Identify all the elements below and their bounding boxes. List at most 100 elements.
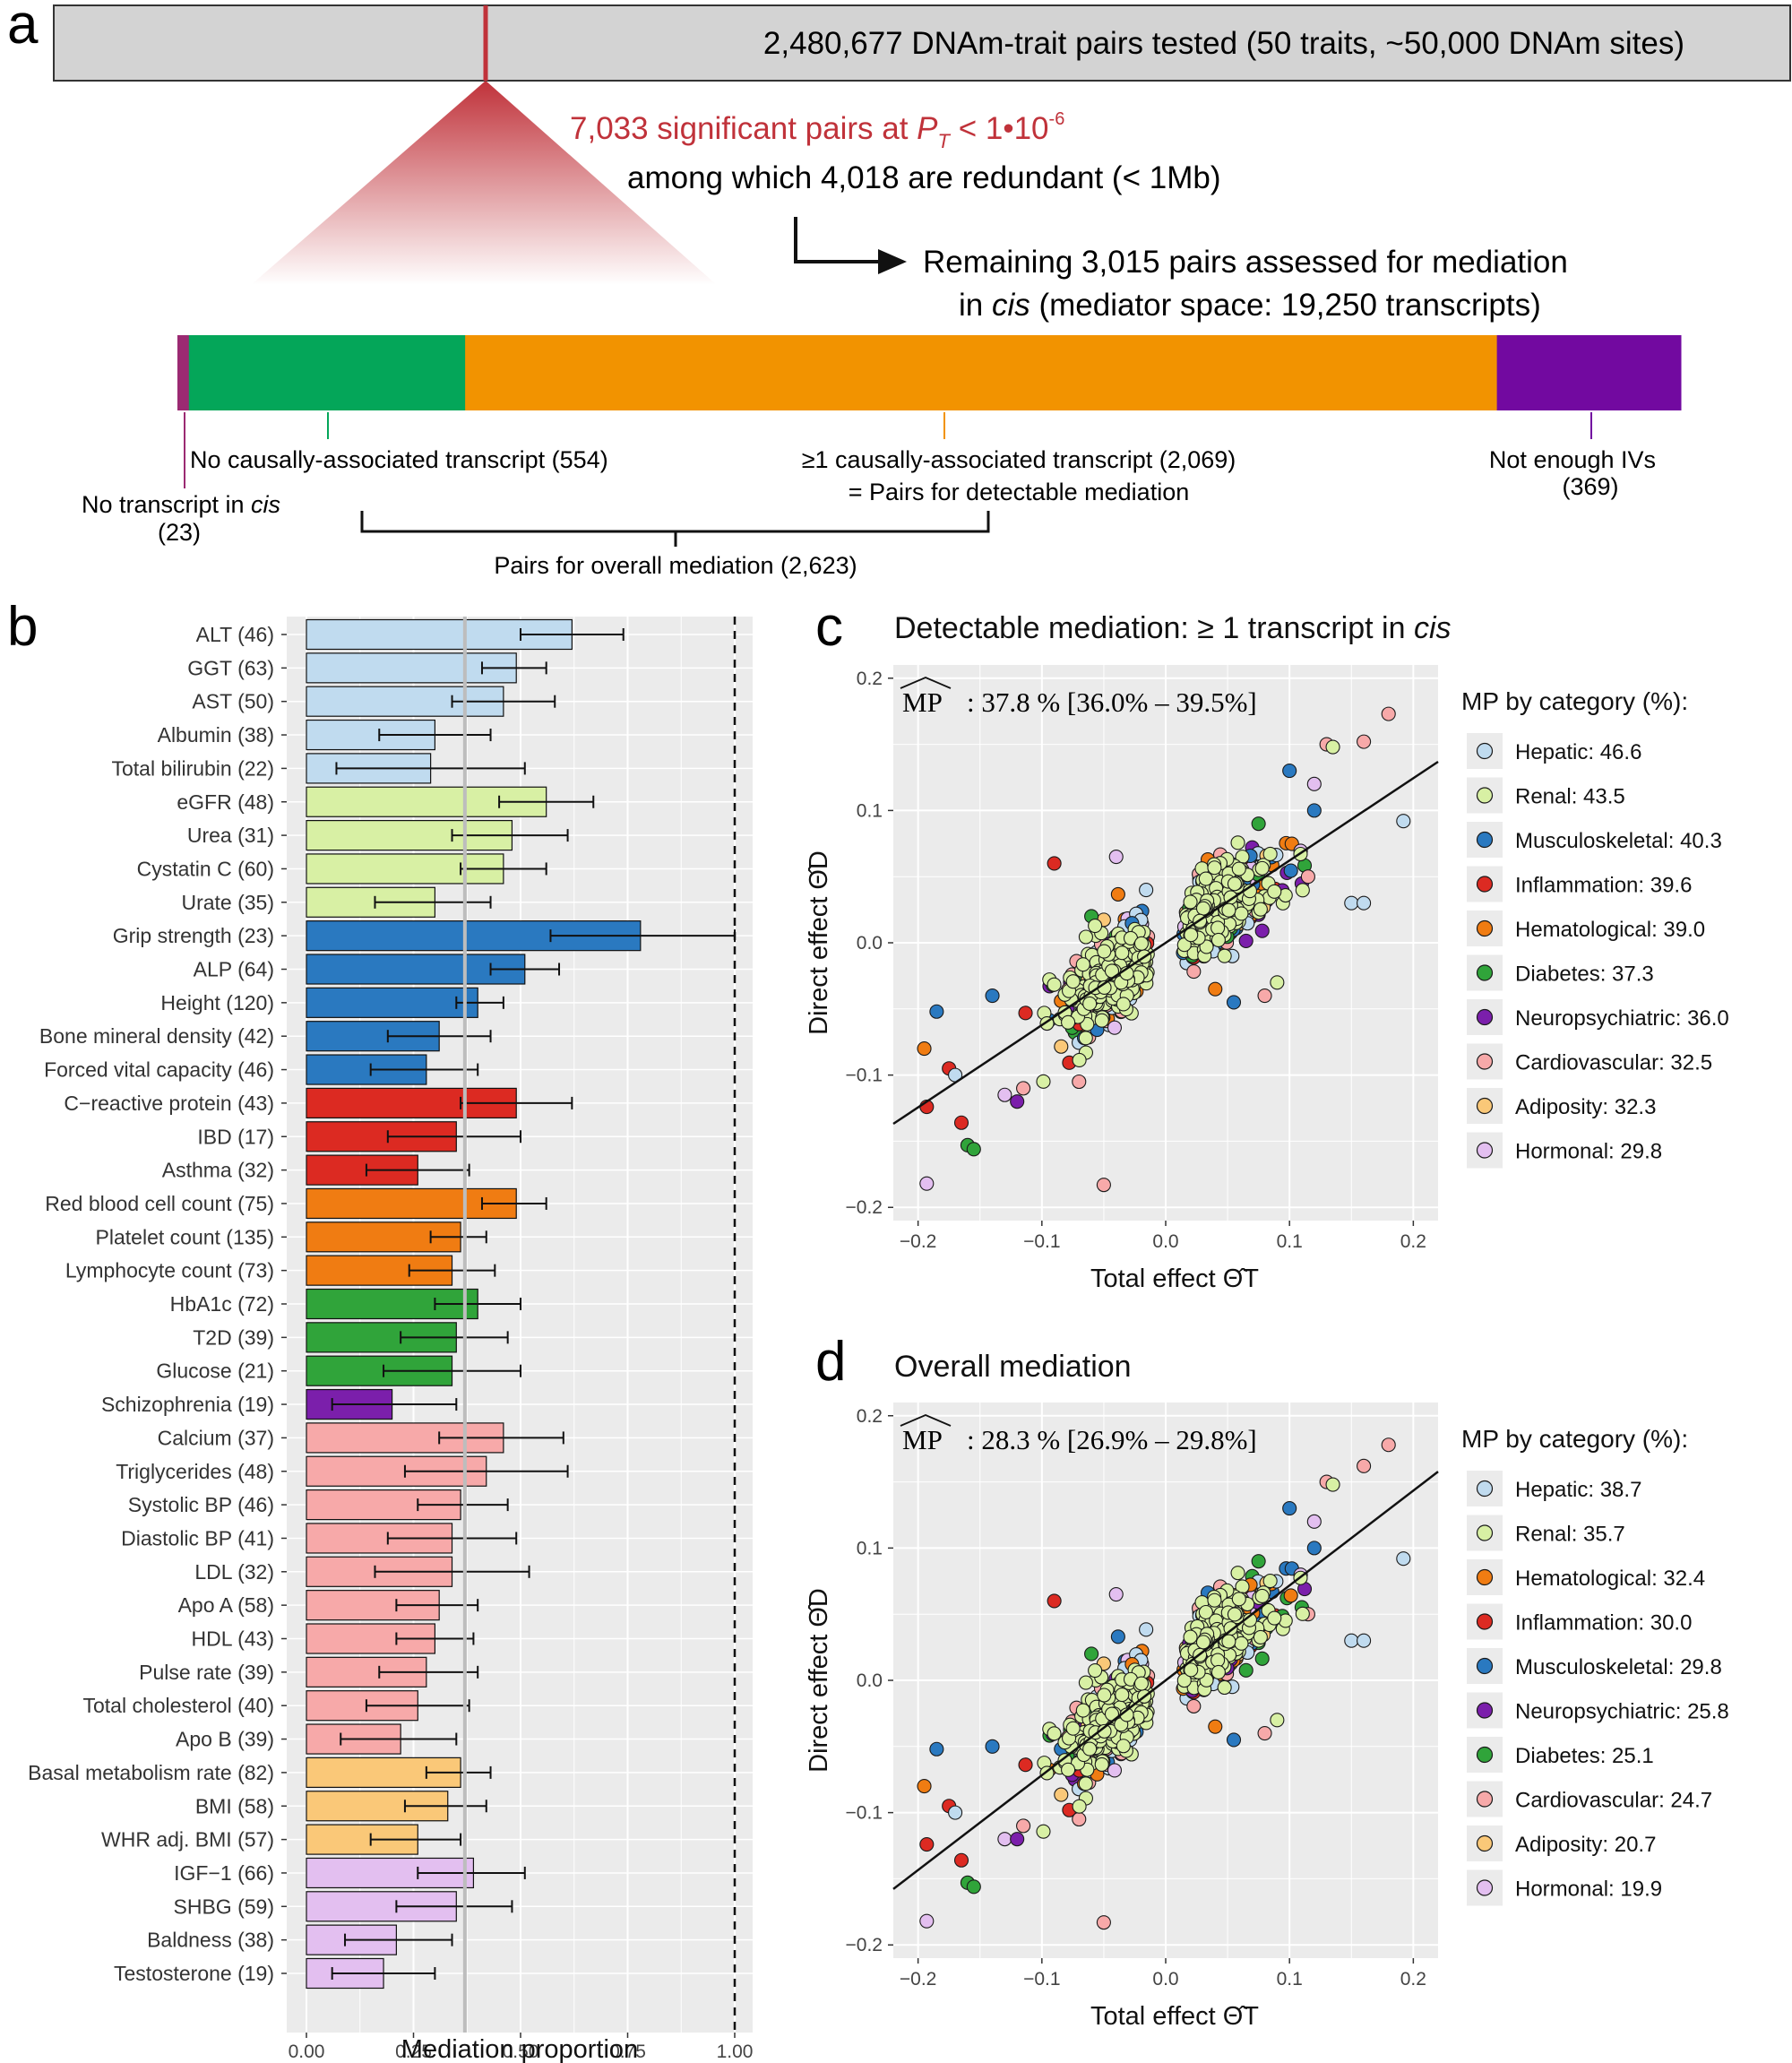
bar-xtick-label-1: 0.25 <box>395 2041 432 2062</box>
scatter-point-693 <box>1306 803 1322 818</box>
scatter-point-843 <box>1217 1679 1232 1696</box>
scatter-xtick-label-4: 0.2 <box>1400 1969 1426 1990</box>
segment-0 <box>177 335 190 410</box>
legend-key-9 <box>1476 1879 1494 1896</box>
scatter-point-1170 <box>1221 902 1236 918</box>
scatter-point-1066 <box>1075 1703 1090 1718</box>
panel-b: b ALT (46) GGT (63) AST (50) Albumin (38) To… <box>7 596 753 2063</box>
scatter-point-869 <box>1254 860 1270 876</box>
legend-key-5 <box>1476 1702 1494 1719</box>
scatter-point-1164 <box>1115 1688 1130 1703</box>
legend-key-5 <box>1476 964 1494 981</box>
scatter-point-1073 <box>1061 1014 1076 1030</box>
segment-2 <box>465 335 1498 410</box>
scatter-point-1013 <box>1198 871 1213 886</box>
label-no-transcript-2: (23) <box>158 519 201 546</box>
bar-30 <box>306 1623 435 1654</box>
segment-3 <box>1496 335 1682 410</box>
scatter-point-694 <box>1208 1719 1223 1734</box>
scatter-point-819 <box>1230 835 1245 850</box>
scatter-point-692 <box>1300 869 1315 885</box>
scatter-point-1099 <box>1207 1593 1222 1608</box>
scatter-point-666 <box>919 1913 935 1929</box>
scatter-point-662 <box>1018 1006 1033 1021</box>
scatter-point-1026 <box>1078 1031 1093 1046</box>
bar-label-27: Diastolic BP (41) <box>121 1526 274 1549</box>
scatter-point-1183 <box>1325 739 1340 755</box>
scatter-point-1168 <box>1295 883 1310 898</box>
scatter-point-689 <box>1357 895 1372 911</box>
scatter-point-677 <box>1072 1074 1087 1090</box>
scatter-point-682 <box>1257 1725 1272 1741</box>
scatter-point-1121 <box>1116 997 1131 1012</box>
scatter-point-679 <box>1108 1586 1124 1602</box>
scatter-point-1056 <box>1047 977 1062 992</box>
scatter-point-682 <box>1257 988 1272 1004</box>
legend-label-6: Diabetes: 25.1 <box>1515 1744 1654 1768</box>
scatter-point-1180 <box>1133 1676 1150 1691</box>
label-ge1-causal-1: ≥1 causally-associated transcript (2,069… <box>802 446 1236 473</box>
scatter-point-695 <box>1226 1732 1242 1748</box>
legend-label-9: Hormonal: 29.8 <box>1515 1140 1662 1164</box>
scatter-point-1160 <box>1094 1757 1109 1772</box>
scatter-point-1172 <box>1097 1688 1112 1703</box>
detectable-mediation-scatter: MP: 37.8 % [36.0% – 39.5%] −0.2 −0.2 −0.1 −0… <box>805 665 1729 1293</box>
scatter-x-axis-label: Total effect Θ̂T <box>1090 1265 1259 1293</box>
legend-label-7: Cardiovascular: 32.5 <box>1515 1051 1712 1075</box>
scatter-point-1176 <box>1210 1664 1226 1679</box>
bar-label-33: Apo B (39) <box>176 1728 274 1751</box>
scatter-ytick-label-2: 0.0 <box>857 933 883 954</box>
legend-key-4 <box>1476 1657 1494 1675</box>
scatter-point-1127 <box>1176 937 1192 953</box>
scatter-point-664 <box>917 1041 932 1057</box>
scatter-point-843 <box>1217 948 1232 963</box>
bar-label-37: IGF−1 (66) <box>174 1861 274 1885</box>
bar-label-38: SHBG (59) <box>174 1895 274 1918</box>
panel-letter-a: a <box>7 0 39 56</box>
scatter-point-938 <box>1253 1629 1268 1644</box>
scatter-point-665 <box>919 1836 935 1852</box>
scatter-point-1170 <box>1221 1634 1236 1649</box>
bar-19 <box>306 1255 453 1286</box>
bar-xtick-label-4: 1.00 <box>717 2041 754 2062</box>
scatter-point-6 <box>1054 1039 1069 1054</box>
scatter-point-217 <box>1186 1698 1202 1713</box>
legend-label-5: Diabetes: 37.3 <box>1515 962 1654 987</box>
bar-label-5: eGFR (48) <box>177 790 274 814</box>
scatter-point-1176 <box>1210 932 1226 947</box>
mp-value: : 28.3 % [26.9% – 29.8%] <box>967 1424 1257 1455</box>
legend-label-0: Hepatic: 46.6 <box>1515 740 1641 764</box>
scatter-point-1137 <box>1082 996 1098 1011</box>
scatter-point-677 <box>1072 1811 1087 1827</box>
mp-hat <box>900 1414 952 1427</box>
scatter-point-679 <box>1108 849 1124 865</box>
scatter-x-axis-label: Total effect Θ̂T <box>1090 2002 1259 2031</box>
scatter-xtick-label-1: −0.1 <box>1023 1969 1060 1990</box>
mp-label: MP <box>902 1424 943 1455</box>
bar-label-34: Basal metabolism rate (82) <box>28 1761 274 1784</box>
scatter-point-671 <box>966 1879 981 1895</box>
bar-label-8: Urate (35) <box>181 891 274 914</box>
scatter-point-1073 <box>1061 1762 1076 1777</box>
scatter-point-683 <box>1306 776 1322 791</box>
legend-key-1 <box>1476 787 1494 804</box>
scatter-point-676 <box>1047 1593 1062 1609</box>
bar-label-28: LDL (32) <box>194 1560 274 1584</box>
bar-label-15: IBD (17) <box>197 1125 274 1148</box>
legend-key-8 <box>1476 1834 1494 1852</box>
scatter-point-1121 <box>1116 1739 1131 1754</box>
scatter-point-694 <box>1208 981 1223 997</box>
mediation-category-bar <box>177 335 1682 410</box>
bar-label-20: HbA1c (72) <box>170 1292 274 1316</box>
scatter-xtick-label-3: 0.1 <box>1277 1231 1303 1252</box>
scatter-point-1137 <box>1082 1741 1098 1757</box>
scatter-point-672 <box>985 988 1000 1004</box>
legend-label-4: Musculoskeletal: 29.8 <box>1515 1655 1722 1679</box>
scatter-point-1164 <box>1115 945 1130 961</box>
bar-label-21: T2D (39) <box>193 1325 274 1349</box>
scatter-point-691 <box>1251 1554 1266 1569</box>
scatter-point-1101 <box>1231 1592 1246 1607</box>
scatter-point-678 <box>1084 1646 1099 1662</box>
bar-label-16: Asthma (32) <box>162 1159 274 1182</box>
scatter-point-1182 <box>1270 975 1285 990</box>
